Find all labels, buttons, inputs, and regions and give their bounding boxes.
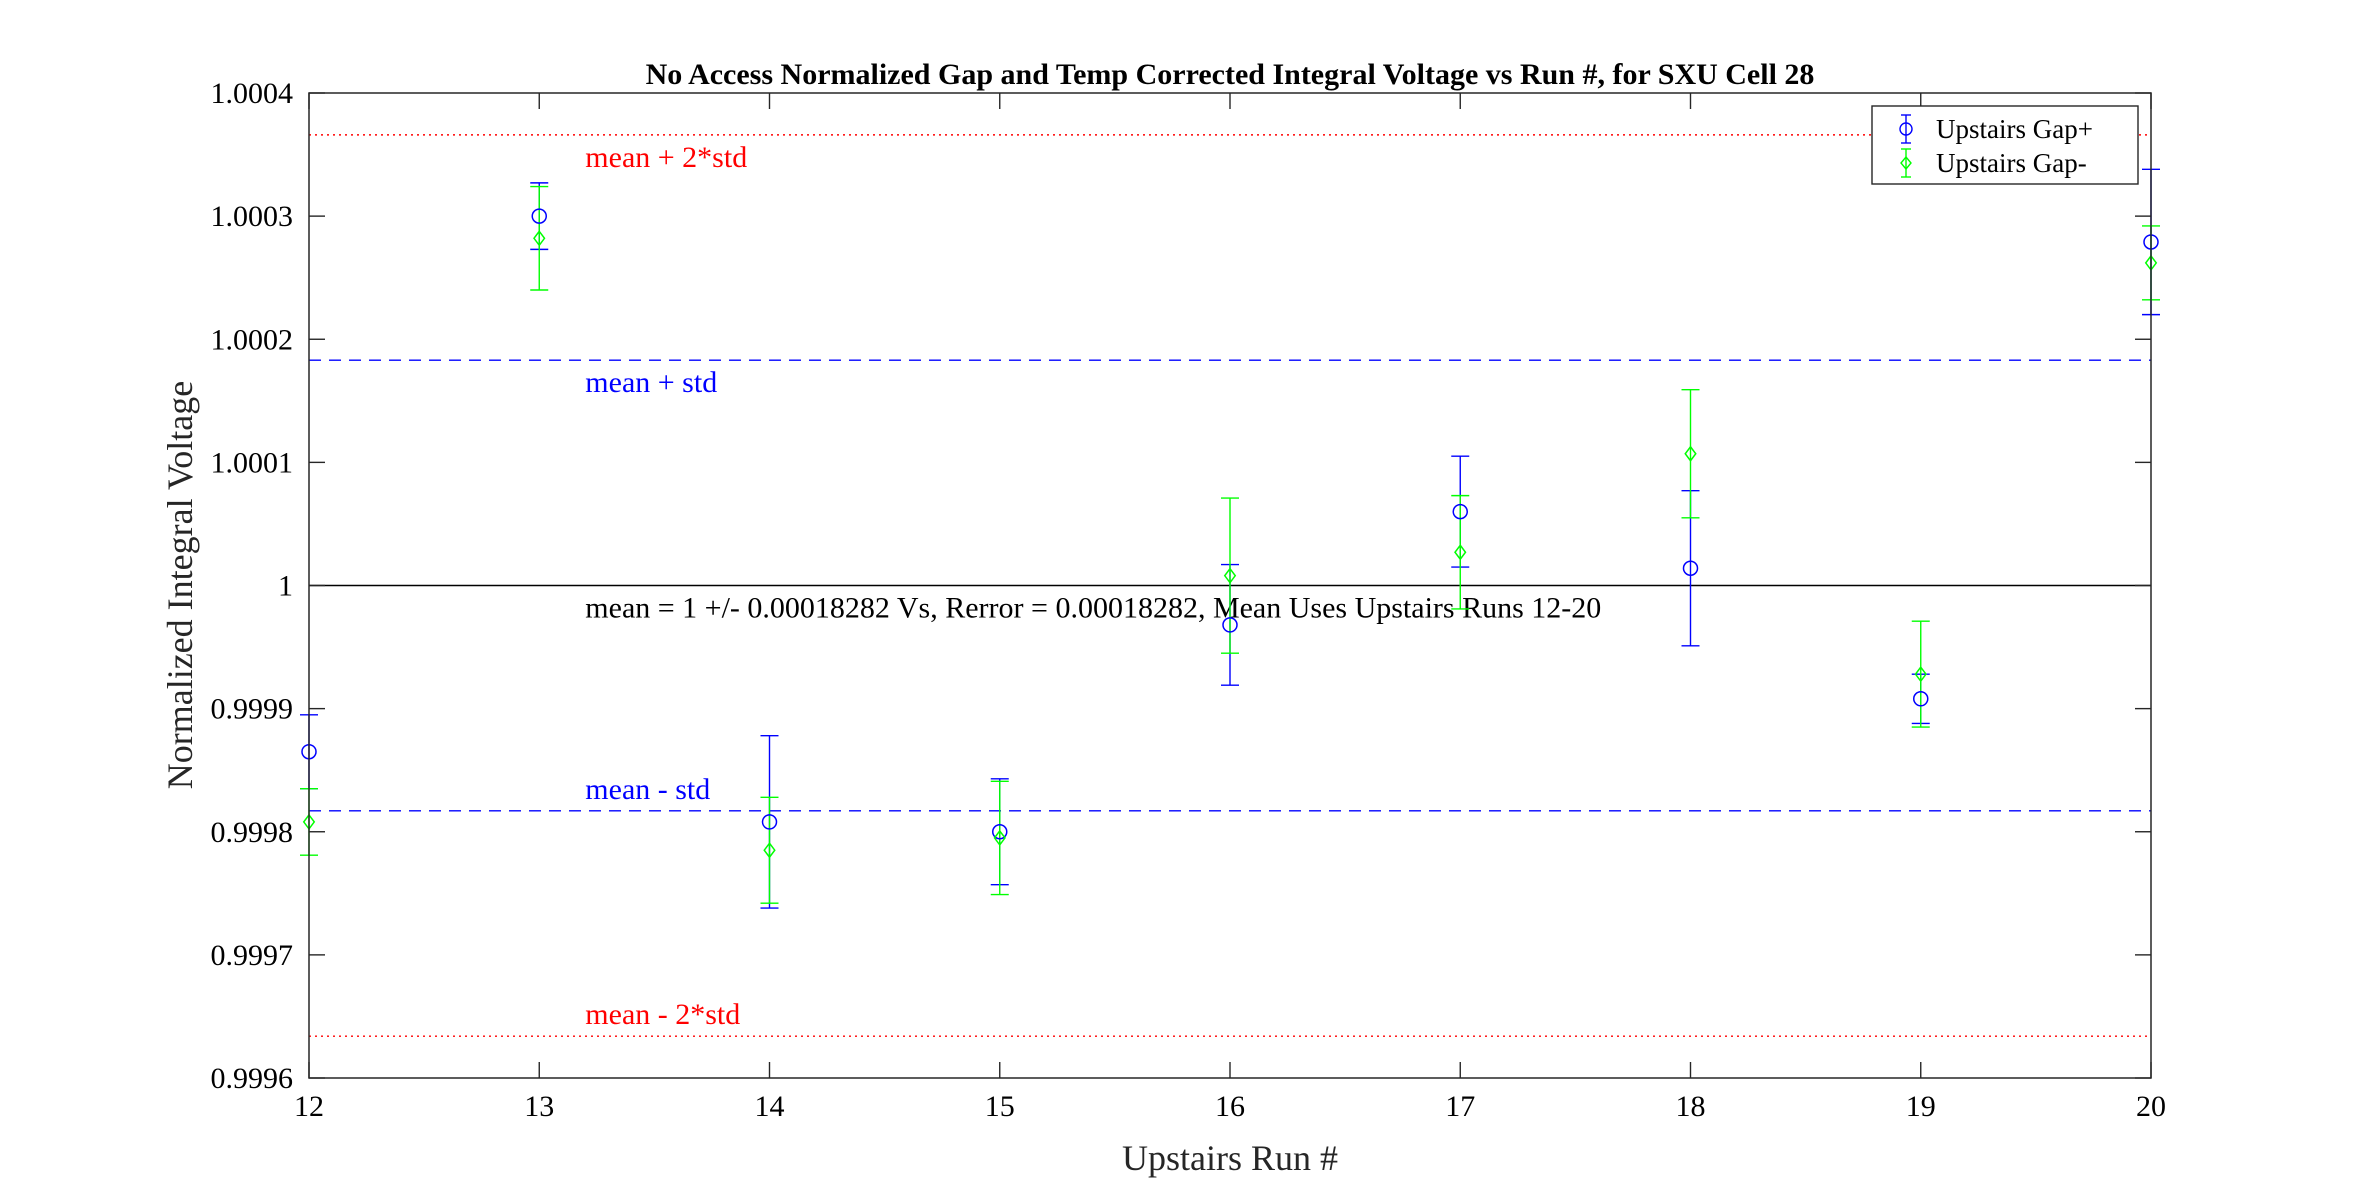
point-1-3 [993, 829, 1006, 847]
errorbar-1-3 [990, 780, 1009, 896]
reference-lines: mean + 2*std mean + std mean = 1 +/- 0.000… [309, 134, 2151, 1037]
y-tick-label: 1.0004 [211, 77, 294, 110]
point-1-2 [763, 841, 776, 859]
chart-title: No Access Normalized Gap and Temp Correc… [646, 58, 1815, 91]
y-axis-label: Normalized Integral Voltage [160, 381, 200, 790]
legend-label-1: Upstairs Gap- [1936, 148, 2087, 178]
point-1-6 [1684, 445, 1697, 463]
errorbar-1-7 [1911, 620, 1930, 728]
y-tick-label: 0.9999 [211, 693, 294, 726]
reference-label-4: mean - 2*std [585, 998, 740, 1031]
y-tick-label: 0.9996 [211, 1062, 294, 1095]
reference-label-2: mean = 1 +/- 0.00018282 Vs, Rerror = 0.0… [585, 592, 1601, 625]
x-tick-label: 15 [985, 1090, 1015, 1123]
x-tick-label: 13 [524, 1090, 554, 1123]
x-axis-label: Upstairs Run # [1122, 1138, 1338, 1178]
y-tick-label: 0.9997 [211, 939, 294, 972]
point-0-7 [1913, 691, 1929, 707]
reference-label-0: mean + 2*std [585, 141, 747, 174]
legend-label-0: Upstairs Gap+ [1936, 114, 2093, 144]
point-0-3 [992, 824, 1008, 840]
x-tick-label: 14 [755, 1090, 785, 1123]
y-tick-label: 0.9998 [211, 816, 294, 849]
errorbar-1-4 [1221, 497, 1239, 654]
errorbar-1-6 [1681, 389, 1700, 519]
x-tick-label: 16 [1215, 1090, 1245, 1123]
errorbar-1-5 [1451, 494, 1470, 610]
y-tick-label: 1.0001 [211, 446, 294, 479]
point-0-5 [1452, 503, 1468, 520]
axis-ticks: 12 13 14 15 16 17 18 19 20 0.9996 0.9997 0.9998 0.99… [211, 77, 2167, 1123]
x-tick-label: 17 [1445, 1090, 1475, 1123]
x-tick-label: 18 [1676, 1090, 1706, 1123]
x-tick-label: 19 [1906, 1090, 1936, 1123]
point-1-5 [1454, 544, 1467, 561]
point-1-4 [1223, 567, 1237, 584]
x-tick-label: 20 [2136, 1090, 2166, 1123]
point-0-6 [1682, 560, 1699, 577]
point-0-4 [1222, 617, 1238, 633]
legend-swatch-1 [1900, 148, 1912, 178]
errorbar-1-1 [530, 185, 549, 291]
y-tick-label: 1 [278, 570, 293, 603]
y-tick-label: 1.0002 [211, 323, 294, 356]
legend: Upstairs Gap+ Upstairs Gap- [1871, 105, 2139, 185]
point-1-7 [1914, 665, 1927, 683]
reference-label-1: mean + std [585, 366, 717, 399]
legend-swatch-0 [1899, 114, 1913, 144]
point-0-1 [531, 208, 547, 224]
point-0-2 [761, 814, 778, 830]
errorbar-1-2 [760, 796, 779, 904]
y-tick-label: 1.0003 [211, 200, 294, 233]
error-bars [300, 168, 2160, 909]
reference-label-3: mean - std [585, 773, 710, 806]
point-1-1 [533, 230, 546, 247]
legend-box [1871, 105, 2139, 185]
x-tick-label: 12 [294, 1090, 324, 1123]
